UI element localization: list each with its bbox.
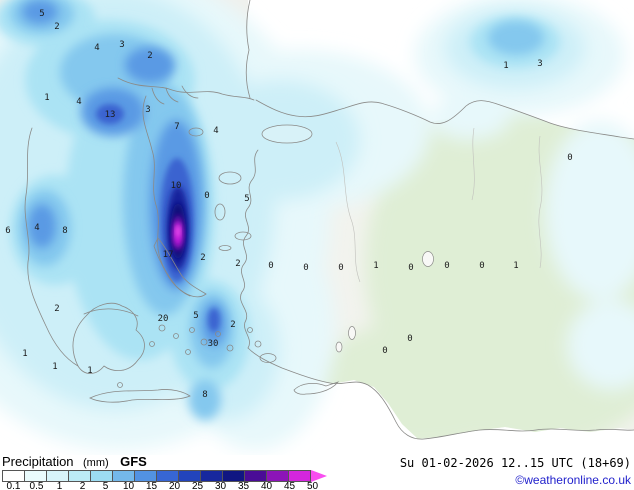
precip-value-label: 2	[230, 320, 235, 330]
precip-value-label: 1	[22, 349, 27, 359]
precip-value-label: 0	[479, 261, 484, 271]
legend-scale-label: 30	[214, 481, 227, 490]
precip-value-label: 1	[373, 261, 378, 271]
precip-value-label: 4	[34, 223, 39, 233]
datetime-label: Su 01-02-2026 12..15 UTC (18+69)	[399, 456, 631, 470]
legend-scale-label: 45	[283, 481, 296, 490]
precip-value-label: 0	[408, 263, 413, 273]
precip-value-label: 7	[174, 122, 179, 132]
weather-map: 5 2 4 3 2 1 4 13 3 7 4 6 4 8 10 0 5 17 2 2 0 0 0 1 0 0 0 1 0 2 20 5 2 30 1…	[0, 0, 634, 450]
legend-arrow	[311, 469, 327, 482]
legend-scale-label: 0.1	[6, 481, 21, 490]
precip-value-label: 4	[94, 43, 99, 53]
precip-value-label: 1	[513, 261, 518, 271]
model-name: GFS	[120, 454, 147, 469]
precip-value-label: 2	[147, 51, 152, 61]
precip-value-label: 2	[54, 22, 59, 32]
precip-value-label: 0	[303, 263, 308, 273]
rivers	[335, 127, 543, 283]
precip-value-label: 5	[39, 9, 44, 19]
legend-right: Su 01-02-2026 12..15 UTC (18+69) ©weathe…	[400, 455, 634, 490]
legend-bar: Precipitation (mm) GFS 0.1 0.5 1 2 5 10 15 20 25…	[0, 455, 634, 490]
precip-value-label: 3	[537, 59, 542, 69]
legend-scale-label: 40	[260, 481, 273, 490]
precip-value-label: 8	[62, 226, 67, 236]
legend-scale-label: 0.5	[29, 481, 44, 490]
precip-layer-45mm	[176, 225, 180, 237]
precip-value-label: 4	[76, 97, 81, 107]
legend-color-segment	[223, 470, 245, 481]
legend-color-segment	[179, 470, 201, 481]
precip-value-label: 0	[338, 263, 343, 273]
precip-value-label: 5	[193, 311, 198, 321]
precip-value-label: 1	[87, 366, 92, 376]
legend-color-segment	[267, 470, 289, 481]
coastlines	[24, 0, 634, 440]
precip-value-label: 20	[158, 314, 169, 324]
precip-value-label: 0	[204, 191, 209, 201]
precip-value-label: 0	[268, 261, 273, 271]
legend-scale-label: 15	[145, 481, 158, 490]
legend-color-segment	[69, 470, 91, 481]
legend-color-segment	[3, 470, 25, 481]
inland-lakes	[261, 124, 434, 353]
precip-value-label: 4	[213, 126, 218, 136]
legend-scale-label: 5	[102, 481, 109, 490]
legend-unit: (mm)	[83, 457, 109, 469]
precip-value-label: 5	[244, 194, 249, 204]
precip-value-label: 8	[202, 390, 207, 400]
precip-value-label: 0	[567, 153, 572, 163]
legend-scale-row	[2, 469, 327, 482]
legend-scale-label: 2	[79, 481, 86, 490]
copyright-link[interactable]: ©weatheronline.co.uk	[515, 473, 631, 487]
legend-color-segment	[135, 470, 157, 481]
precip-value-label: 17	[163, 250, 174, 260]
islands	[89, 127, 340, 403]
legend-scale-segments	[2, 469, 311, 482]
legend-title: Precipitation	[2, 454, 74, 469]
legend-scale-label: 10	[122, 481, 135, 490]
legend-scale-label: 35	[237, 481, 250, 490]
legend-color-segment	[113, 470, 135, 481]
precip-value-label: 3	[145, 105, 150, 115]
precip-value-label: 3	[119, 40, 124, 50]
legend-scale-label: 25	[191, 481, 204, 490]
precip-value-label: 1	[44, 93, 49, 103]
precip-value-label: 13	[105, 110, 116, 120]
legend-color-segment	[91, 470, 113, 481]
precip-value-label: 0	[382, 346, 387, 356]
precip-value-label: 0	[444, 261, 449, 271]
legend-scale-label: 50	[306, 481, 319, 490]
precip-value-label: 2	[235, 259, 240, 269]
legend-scale-label: 20	[168, 481, 181, 490]
precip-value-label: 10	[171, 181, 182, 191]
precip-value-label: 1	[503, 61, 508, 71]
precip-value-label: 1	[52, 362, 57, 372]
precip-value-label: 6	[5, 226, 10, 236]
precip-value-label: 0	[407, 334, 412, 344]
legend-color-segment	[201, 470, 223, 481]
legend-scale-label: 1	[56, 481, 63, 490]
legend-color-segment	[25, 470, 47, 481]
legend-title-row: Precipitation (mm) GFS	[2, 454, 327, 470]
legend-color-segment	[47, 470, 69, 481]
precip-value-label: 30	[208, 339, 219, 349]
legend-left: Precipitation (mm) GFS 0.1 0.5 1 2 5 10 15 20 25…	[0, 455, 327, 490]
legend-scale-labels: 0.1 0.5 1 2 5 10 15 20 25 30 35 40 45 50	[2, 481, 327, 490]
legend-color-segment	[245, 470, 267, 481]
legend-color-segment	[157, 470, 179, 481]
legend-color-segment	[289, 470, 311, 481]
precip-value-label: 2	[54, 304, 59, 314]
precip-value-label: 2	[200, 253, 205, 263]
